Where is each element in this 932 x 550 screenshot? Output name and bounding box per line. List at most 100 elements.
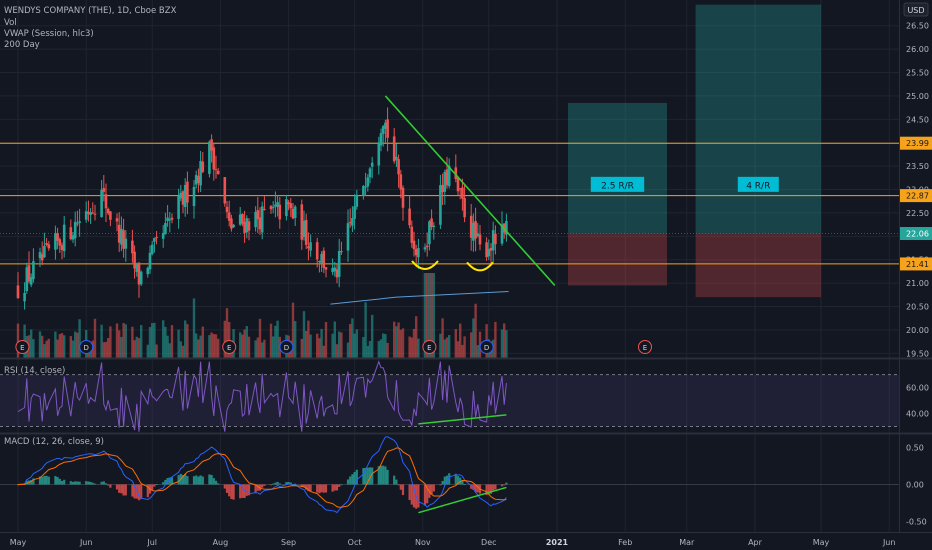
volume-bar: [124, 324, 127, 358]
candle-body: [443, 171, 447, 192]
macd-histogram-bar: [210, 474, 213, 485]
macd-histogram-bar: [78, 481, 81, 485]
macd-histogram-bar: [377, 466, 380, 485]
candle-body: [456, 177, 460, 192]
candlestick-series[interactable]: [16, 107, 508, 310]
volume-bar: [168, 343, 171, 358]
candle-body: [71, 235, 75, 240]
volume-bar: [162, 320, 165, 358]
time-tick-label: Mar: [679, 538, 695, 547]
volume-bar: [417, 338, 420, 358]
macd-histogram-bar: [430, 484, 433, 495]
macd-histogram-bar: [232, 484, 235, 500]
macd-histogram-bar: [459, 477, 462, 485]
candle-body: [397, 159, 400, 175]
candle-body: [87, 211, 90, 214]
candle-body: [102, 188, 106, 192]
candle-body: [168, 219, 172, 221]
volume-bar: [364, 302, 367, 358]
candle-body: [84, 211, 88, 220]
volume-bar: [302, 311, 306, 358]
volume-bar: [397, 322, 400, 358]
candle-body: [487, 249, 491, 257]
candle-body: [337, 251, 341, 277]
candle-body: [60, 245, 64, 250]
volume-bar: [208, 335, 211, 358]
candle-body: [117, 224, 121, 243]
symbol-title: WENDYS COMPANY (THE), 1D, Cboe BZX: [4, 6, 177, 16]
macd-histogram-bar: [133, 484, 136, 499]
macd-histogram-bar: [463, 484, 466, 485]
macd-tick-label: 0.50: [906, 443, 924, 452]
candle-body: [309, 242, 312, 251]
macd-tick-label: -0.50: [906, 518, 927, 527]
volume-bar: [386, 342, 389, 358]
rsi-pane[interactable]: [0, 360, 899, 432]
macd-histogram-bar: [241, 484, 244, 498]
volume-bar: [500, 329, 504, 358]
macd-histogram-bar: [274, 482, 277, 485]
price-tick-label: 25.50: [906, 69, 929, 78]
macd-histogram-bar: [494, 484, 497, 490]
macd-histogram-bar: [223, 484, 226, 489]
candle-body: [216, 170, 220, 175]
candle-body: [230, 218, 233, 229]
macd-histogram-bar: [384, 466, 387, 485]
time-tick-label: Oct: [348, 538, 362, 547]
volume-bar: [371, 314, 374, 358]
candle-body: [164, 223, 167, 235]
macd-histogram-bar: [137, 484, 141, 501]
macd-histogram-bar: [230, 484, 233, 499]
macd-histogram-bar: [476, 484, 479, 493]
macd-histogram-bar: [412, 484, 416, 508]
time-tick-label: Jun: [79, 538, 93, 547]
candle-body: [76, 223, 79, 225]
macd-histogram-bar: [492, 484, 495, 491]
time-tick-label: May: [813, 538, 830, 547]
time-axis[interactable]: May Jun Jul Aug Sep Oct Nov Dec 2021 Feb Mar Apr May…: [10, 538, 896, 547]
macd-histogram-bar: [500, 484, 504, 487]
macd-histogram-bar: [401, 484, 405, 496]
rr-label-text: 4 R/R: [746, 181, 770, 191]
candle-body: [324, 267, 328, 270]
event-marker-label: D: [284, 344, 289, 352]
rsi-line: [17, 360, 507, 432]
volume-bar: [177, 329, 180, 358]
legend-volume: Vol: [4, 18, 17, 28]
volume-bar: [415, 316, 418, 358]
candle-body: [307, 246, 310, 249]
candle-body: [476, 233, 480, 236]
candle-body: [322, 250, 326, 268]
macd-histogram-bar: [318, 484, 321, 494]
candle-body: [120, 228, 123, 245]
macd-histogram-bar: [322, 484, 325, 493]
drawings[interactable]: [384, 95, 556, 286]
volume-bar: [340, 332, 343, 358]
volume-bar: [353, 333, 356, 358]
macd-histogram-bar: [503, 484, 506, 486]
volume-bar: [74, 331, 77, 358]
volume-bar: [439, 333, 442, 358]
currency-badge[interactable]: USD: [903, 2, 929, 17]
volume-bar: [305, 330, 308, 358]
candle-body: [368, 168, 372, 178]
macd-histogram-bar: [368, 467, 372, 485]
candle-body: [139, 271, 143, 285]
candle-body: [214, 169, 218, 171]
macd-histogram-bar: [366, 467, 369, 485]
macd-histogram-bar: [120, 484, 123, 494]
volume-bar: [474, 303, 477, 358]
candle-body: [432, 225, 436, 228]
macd-pane[interactable]: [0, 436, 899, 514]
volume-bar: [399, 329, 402, 358]
volume-bar: [395, 326, 398, 358]
volume-bar: [118, 330, 121, 358]
candle-body: [425, 245, 429, 248]
candle-body: [377, 142, 381, 166]
volume-bar: [454, 329, 457, 358]
candle-body: [445, 169, 449, 186]
candle-body: [47, 244, 51, 249]
volume-bar: [410, 337, 413, 358]
